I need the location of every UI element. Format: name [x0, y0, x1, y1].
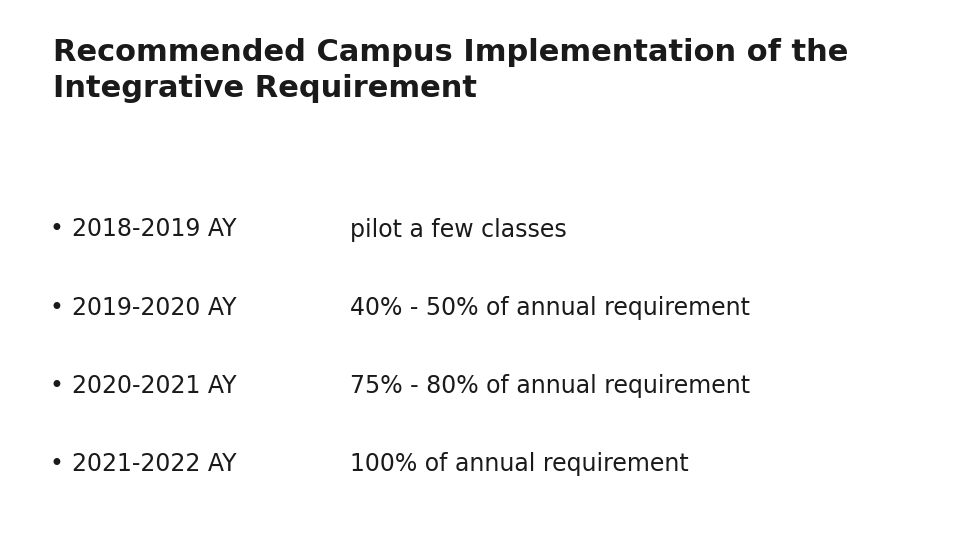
Text: 100% of annual requirement: 100% of annual requirement: [350, 453, 689, 476]
Text: 2021-2022 AY: 2021-2022 AY: [72, 453, 236, 476]
Text: 2020-2021 AY: 2020-2021 AY: [72, 374, 236, 398]
Text: •: •: [50, 453, 63, 476]
Text: 2019-2020 AY: 2019-2020 AY: [72, 296, 236, 320]
Text: •: •: [50, 374, 63, 398]
Text: 75% - 80% of annual requirement: 75% - 80% of annual requirement: [350, 374, 751, 398]
Text: •: •: [50, 296, 63, 320]
Text: 2018-2019 AY: 2018-2019 AY: [72, 218, 236, 241]
Text: Recommended Campus Implementation of the
Integrative Requirement: Recommended Campus Implementation of the…: [53, 38, 849, 103]
Text: pilot a few classes: pilot a few classes: [350, 218, 567, 241]
Text: •: •: [50, 218, 63, 241]
Text: 40% - 50% of annual requirement: 40% - 50% of annual requirement: [350, 296, 751, 320]
